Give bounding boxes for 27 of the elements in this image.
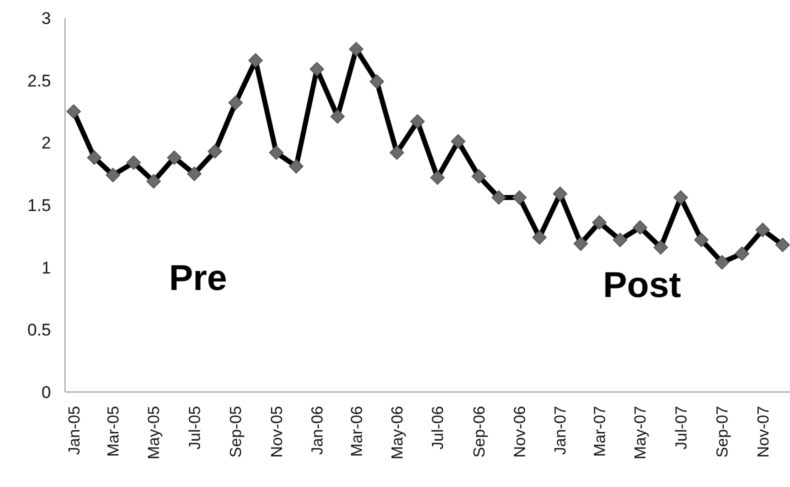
x-tick-label: Jan-07 <box>552 406 570 455</box>
x-tick-label: Sep-07 <box>714 406 732 458</box>
y-tick-label: 1 <box>42 258 51 278</box>
x-tick-label: Jul-07 <box>673 406 690 450</box>
annotation: Pre <box>168 257 228 298</box>
x-tick-label: May-07 <box>632 406 650 460</box>
annotation: Post <box>602 264 682 305</box>
y-tick-label: 1.5 <box>27 196 51 215</box>
y-tick-label: 0 <box>42 382 51 402</box>
x-tick-label: Sep-05 <box>228 406 246 458</box>
x-tick-label: Nov-07 <box>755 406 772 458</box>
x-tick-label: Jan-05 <box>66 406 84 455</box>
x-tick-label: May-05 <box>146 406 164 460</box>
y-tick-label: 3 <box>42 8 51 28</box>
x-tick-label: Sep-06 <box>471 406 488 458</box>
x-tick-label: Jan-06 <box>309 406 326 455</box>
x-tick-label: Jul-05 <box>186 406 204 450</box>
x-tick-label: May-06 <box>389 406 406 460</box>
x-tick-label: Nov-05 <box>268 406 286 458</box>
x-tick-label: Mar-06 <box>348 406 366 457</box>
x-tick-label: Mar-07 <box>592 406 610 457</box>
x-tick-label: Mar-05 <box>106 406 123 457</box>
y-tick-label: 2.5 <box>27 71 51 90</box>
x-tick-label: Jul-06 <box>430 406 448 450</box>
y-tick-label: 2 <box>42 134 51 153</box>
y-tick-label: 0.5 <box>27 320 51 340</box>
x-tick-label: Nov-06 <box>512 406 530 458</box>
